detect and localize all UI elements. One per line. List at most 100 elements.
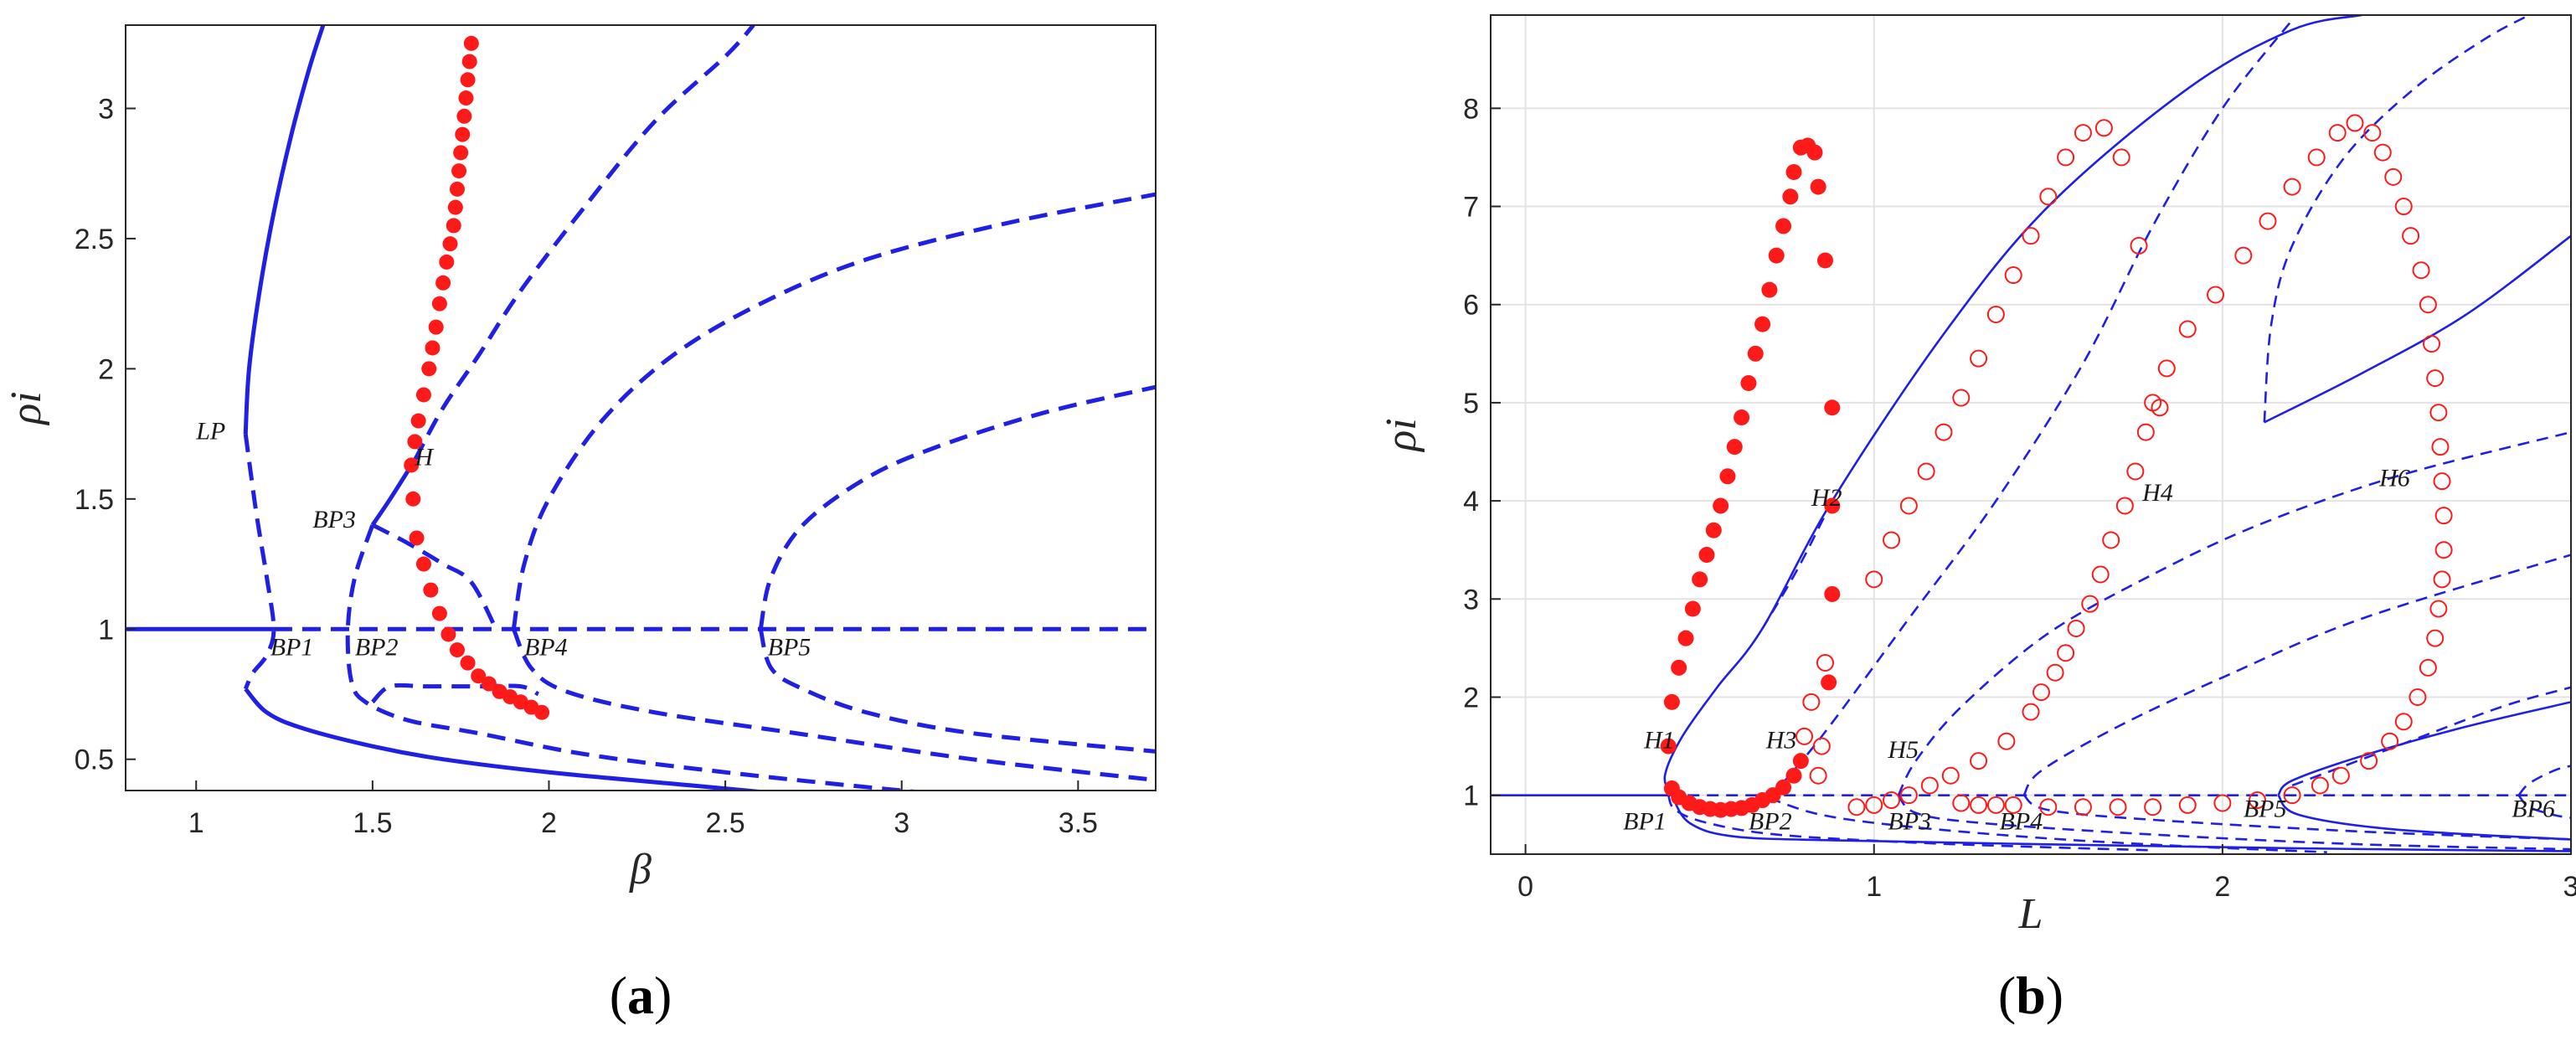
filled-marker xyxy=(1692,571,1708,588)
open-marker xyxy=(2067,619,2085,637)
y-tick-label: 2 xyxy=(1463,682,1479,713)
open-marker xyxy=(2022,703,2040,721)
x-tick-label: 0 xyxy=(1517,871,1533,903)
y-tick-label: 1 xyxy=(98,614,114,646)
panel-b-markers xyxy=(1660,114,2453,818)
y-tick-label: 4 xyxy=(1463,486,1479,518)
y-tick-label: 3 xyxy=(1463,584,1479,615)
filled-marker xyxy=(460,72,476,88)
filled-marker xyxy=(1785,164,1802,181)
open-marker xyxy=(2433,570,2451,589)
x-tick-label: 1 xyxy=(1866,871,1882,903)
filled-marker xyxy=(431,296,447,312)
filled-marker xyxy=(1824,399,1841,416)
open-marker xyxy=(2032,683,2050,702)
panel-a-series xyxy=(126,25,1156,791)
panel-b-y-ticks: 1 2 3 4 5 6 7 8 xyxy=(1463,93,1501,812)
stable-branch-2 xyxy=(243,25,326,435)
open-marker xyxy=(1952,389,1971,407)
open-marker xyxy=(2423,335,2441,353)
filled-marker xyxy=(463,35,479,51)
open-marker xyxy=(2248,791,2266,810)
annotation-bp1: BP1 xyxy=(270,633,314,661)
filled-marker xyxy=(1713,497,1729,514)
panel-a-plot-area xyxy=(126,25,1156,791)
panel-b-series xyxy=(1491,15,2571,853)
filled-marker xyxy=(1677,630,1694,646)
unstable-branch-12 xyxy=(2263,15,2530,423)
stable-branch-13 xyxy=(2264,234,2571,424)
open-marker xyxy=(1795,727,1814,745)
open-marker xyxy=(2074,798,2092,816)
open-marker xyxy=(2431,438,2450,456)
stable-branch-4 xyxy=(1671,794,2571,852)
unstable-branch-12 xyxy=(758,384,1156,630)
open-marker xyxy=(1935,423,1953,441)
panel-b-frame xyxy=(1490,14,2572,855)
open-marker xyxy=(2412,261,2430,280)
unstable-branch-11 xyxy=(512,628,1156,783)
open-marker xyxy=(2259,212,2277,230)
filled-marker xyxy=(447,199,463,215)
open-marker xyxy=(2046,663,2064,682)
open-marker xyxy=(2004,266,2022,285)
open-marker xyxy=(2094,119,2113,137)
panel-a-x-ticks: 1 1.5 2 2.5 3 3.5 xyxy=(188,780,1098,839)
open-marker xyxy=(1809,766,1827,785)
open-marker xyxy=(2426,629,2445,647)
filled-marker xyxy=(1816,252,1833,269)
annotation-h5: H5 xyxy=(1887,736,1919,764)
open-marker xyxy=(2283,786,2301,805)
annotation-bp2: BP2 xyxy=(355,633,399,661)
annotation-h3: H3 xyxy=(1765,726,1797,754)
annotation-bp4: BP4 xyxy=(524,633,568,661)
open-marker xyxy=(2109,798,2127,816)
open-marker xyxy=(2434,507,2453,525)
filled-marker xyxy=(1824,497,1841,514)
filled-marker xyxy=(1747,345,1764,362)
open-marker xyxy=(2307,148,2326,167)
open-marker xyxy=(2283,178,2301,196)
annotation-bp2: BP2 xyxy=(1749,808,1792,836)
open-marker xyxy=(2022,227,2040,245)
annotation-lp: LP xyxy=(195,417,225,445)
panel-a-label: (a) xyxy=(610,966,672,1025)
open-marker xyxy=(2074,124,2092,142)
filled-marker xyxy=(1792,753,1809,770)
x-tick-label: 2.5 xyxy=(705,807,744,839)
y-tick-label: 3 xyxy=(98,93,114,125)
filled-marker xyxy=(415,556,431,572)
stable-branch-14 xyxy=(2277,701,2571,796)
y-tick-label: 6 xyxy=(1463,290,1479,322)
filled-marker xyxy=(405,491,421,507)
filled-marker xyxy=(1671,659,1687,676)
unstable-branch-8 xyxy=(371,523,498,631)
unstable-branch-8 xyxy=(1897,430,2571,796)
open-marker xyxy=(1847,798,1866,816)
filled-marker xyxy=(1821,674,1837,691)
unstable-branch-10 xyxy=(2022,554,2571,796)
annotation-bp5: BP5 xyxy=(768,633,811,661)
stable-branch-2 xyxy=(1663,15,2362,796)
filled-marker xyxy=(1754,316,1771,332)
filled-marker xyxy=(428,319,444,335)
filled-marker xyxy=(449,642,465,658)
filled-marker xyxy=(1660,738,1677,755)
panel-a-y-ticks: 0.5 1 1.5 2 2.5 3 xyxy=(75,93,136,776)
y-tick-label: 2 xyxy=(98,353,114,385)
panel-a-x-axis-label: β xyxy=(629,846,652,894)
filled-marker xyxy=(1663,693,1680,710)
open-marker xyxy=(2394,198,2413,216)
open-marker xyxy=(2039,798,2058,816)
filled-marker xyxy=(460,655,476,671)
stable-branch-15 xyxy=(2277,794,2571,841)
y-tick-label: 7 xyxy=(1463,192,1479,224)
open-marker xyxy=(2178,320,2197,338)
filled-marker xyxy=(435,275,451,291)
unstable-branch-9 xyxy=(1897,794,2571,851)
panel-b: H1 H2 H3 H4 H5 H6 BP1 BP2 BP3 BP4 BP5 BP6 0 1 2 3 1 2 3 4… xyxy=(1378,14,2576,1025)
open-marker xyxy=(1920,776,1939,795)
filled-marker xyxy=(404,457,420,473)
annotation-h1: H1 xyxy=(1643,726,1675,754)
